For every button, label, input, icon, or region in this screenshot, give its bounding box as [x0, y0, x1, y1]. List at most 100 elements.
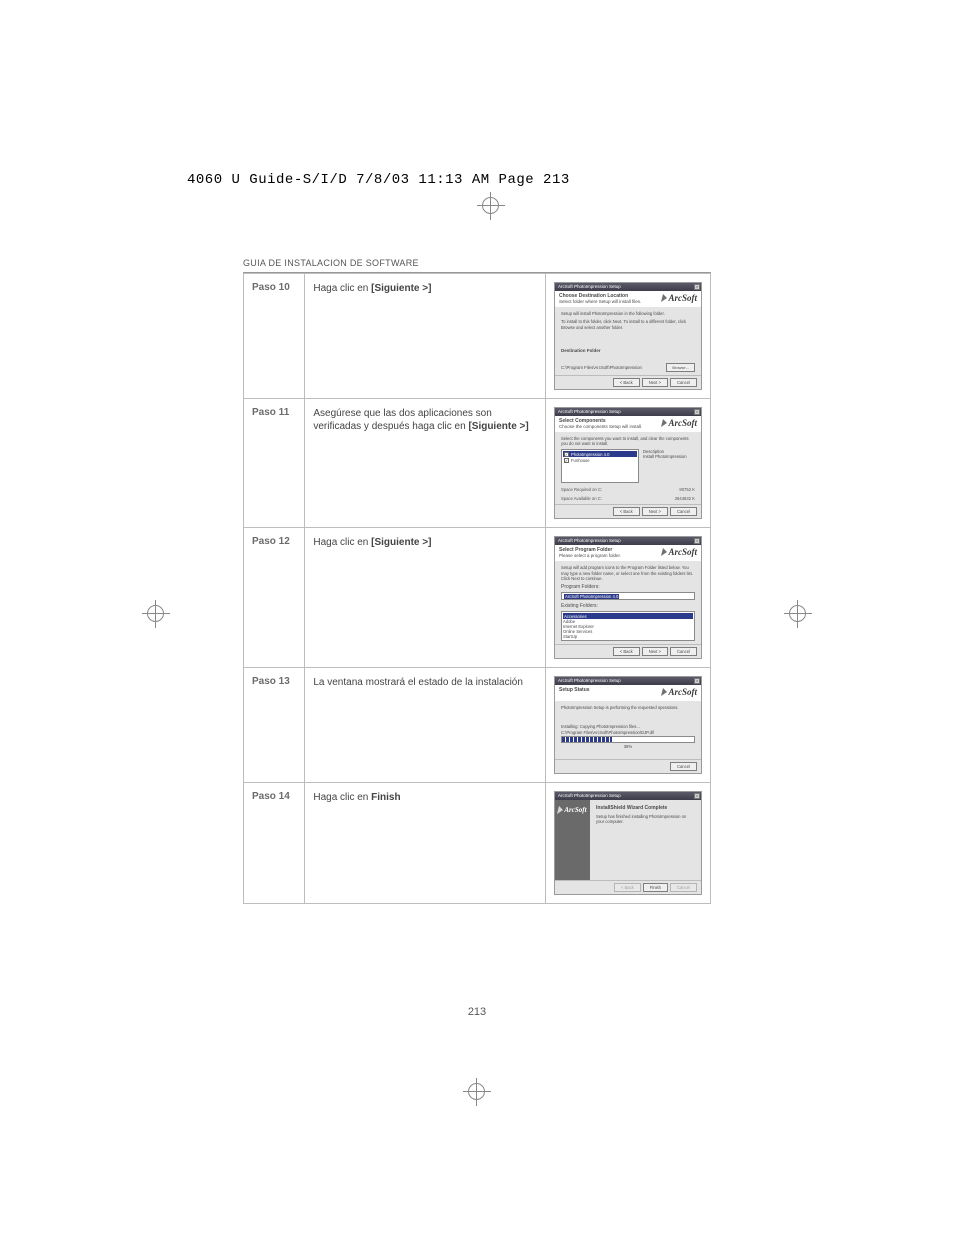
dialog-title: ArcSoft PhotoImpression Setup	[558, 678, 621, 683]
close-icon[interactable]: ×	[694, 284, 700, 290]
progress-bar	[561, 736, 695, 743]
install-dialog: ArcSoft PhotoImpression Setup × Choose D…	[554, 282, 702, 390]
component-description: Description Install PhotoImpression	[643, 449, 695, 483]
components-list[interactable]: ✓PhotoImpression 4.0 ✓Funhouse	[561, 449, 639, 483]
program-folder-input[interactable]: ArcSoft PhotoImpression 4.0	[561, 592, 695, 600]
step-screenshot: ArcSoft PhotoImpression Setup × Choose D…	[545, 274, 710, 399]
table-row: Paso 10 Haga clic en [Siguiente >] ArcSo…	[244, 274, 711, 399]
dialog-titlebar: ArcSoft PhotoImpression Setup ×	[555, 283, 701, 291]
arcsoft-logo: ArcSoft	[662, 687, 697, 697]
cancel-button[interactable]: Cancel	[670, 762, 697, 771]
dialog-header: Select Components Choose the components …	[555, 416, 701, 432]
list-item[interactable]: StartUp	[563, 634, 693, 639]
back-button[interactable]: < Back	[613, 378, 640, 387]
desc-bold: [Siguiente >]	[371, 283, 431, 294]
dialog-heading: Setup Status	[559, 687, 590, 693]
step-screenshot: ArcSoft PhotoImpression Setup × Select P…	[545, 528, 710, 668]
cancel-button: Cancel	[670, 883, 697, 892]
desc-bold: Finish	[371, 792, 400, 803]
close-icon[interactable]: ×	[694, 538, 700, 544]
arcsoft-logo: ArcSoft	[558, 806, 586, 814]
step-screenshot: ArcSoft PhotoImpression Setup × ArcSoft …	[545, 783, 710, 904]
dialog-body: Select the components you want to instal…	[555, 432, 701, 505]
destination-field: C:\Program Files\ArcSoft\PhotoImpression…	[561, 363, 695, 372]
dialog-footer: < Back Next > Cancel	[555, 644, 701, 658]
back-button[interactable]: < Back	[613, 507, 640, 516]
install-path: C:\Program Files\ArcSoft\PhotoImpression…	[561, 730, 695, 735]
registration-mark-bottom	[463, 1078, 491, 1106]
dialog-title: ArcSoft PhotoImpression Setup	[558, 538, 621, 543]
finish-sidebar: ArcSoft	[555, 800, 590, 880]
dialog-titlebar: ArcSoft PhotoImpression Setup ×	[555, 677, 701, 685]
step-label: Paso 11	[244, 398, 305, 528]
dialog-title: ArcSoft PhotoImpression Setup	[558, 793, 621, 798]
table-row: Paso 13 La ventana mostrará el estado de…	[244, 668, 711, 783]
progress-percent: 38%	[561, 744, 695, 749]
next-button[interactable]: Next >	[642, 507, 668, 516]
next-button[interactable]: Next >	[642, 647, 668, 656]
arcsoft-logo: ArcSoft	[662, 293, 697, 303]
checkbox-icon[interactable]: ✓	[564, 458, 569, 463]
desc-bold: [Siguiente >]	[468, 421, 528, 432]
arcsoft-logo: ArcSoft	[662, 547, 697, 557]
close-icon[interactable]: ×	[694, 793, 700, 799]
table-row: Paso 11 Asegúrese que las dos aplicacion…	[244, 398, 711, 528]
dialog-body: PhotoImpression Setup is performing the …	[555, 701, 701, 759]
registration-mark-right	[784, 600, 812, 628]
arcsoft-logo: ArcSoft	[662, 418, 697, 428]
dialog-title: ArcSoft PhotoImpression Setup	[558, 409, 621, 414]
install-dialog: ArcSoft PhotoImpression Setup × Setup St…	[554, 676, 702, 774]
cancel-button[interactable]: Cancel	[670, 378, 697, 387]
existing-folders-list[interactable]: Accessories Adobe Internet Explorer Onli…	[561, 611, 695, 641]
finish-main: InstallShield Wizard Complete Setup has …	[590, 800, 701, 880]
step-description: Asegúrese que las dos aplicaciones son v…	[305, 398, 546, 528]
dialog-body: Setup will add program icons to the Prog…	[555, 561, 701, 644]
progress-area: Installing: Copying PhotoImpression file…	[561, 724, 695, 749]
close-icon[interactable]: ×	[694, 678, 700, 684]
finish-text: Setup has finished installing PhotoImpre…	[596, 814, 695, 825]
steps-table: Paso 10 Haga clic en [Siguiente >] ArcSo…	[243, 273, 711, 904]
dialog-footer: Cancel	[555, 759, 701, 773]
dialog-title: ArcSoft PhotoImpression Setup	[558, 284, 621, 289]
destination-path: C:\Program Files\ArcSoft\PhotoImpression	[561, 365, 642, 370]
dialog-text: To install to this folder, click Next. T…	[561, 319, 695, 330]
finish-layout: ArcSoft InstallShield Wizard Complete Se…	[555, 800, 701, 880]
desc-text: La ventana mostrará el estado de la inst…	[313, 677, 523, 688]
component-item[interactable]: ✓Funhouse	[563, 457, 637, 463]
dialog-footer: < Back Next > Cancel	[555, 504, 701, 518]
existing-folders-label: Existing Folders:	[561, 603, 695, 609]
next-button[interactable]: Next >	[642, 378, 668, 387]
step-description: Haga clic en [Siguiente >]	[305, 528, 546, 668]
space-available: Space Available on C:2844832 K	[561, 496, 695, 501]
dialog-text: PhotoImpression Setup is performing the …	[561, 705, 695, 710]
back-button[interactable]: < Back	[613, 647, 640, 656]
step-description: Haga clic en [Siguiente >]	[305, 274, 546, 399]
dialog-titlebar: ArcSoft PhotoImpression Setup ×	[555, 408, 701, 416]
cancel-button[interactable]: Cancel	[670, 647, 697, 656]
finish-button[interactable]: Finish	[643, 883, 668, 892]
install-label: Installing: Copying PhotoImpression file…	[561, 724, 695, 729]
step-description: La ventana mostrará el estado de la inst…	[305, 668, 546, 783]
dialog-text: Select the components you want to instal…	[561, 436, 695, 447]
checkbox-icon[interactable]: ✓	[564, 452, 569, 457]
dialog-body: Setup will install PhotoImpression in th…	[555, 307, 701, 375]
step-label: Paso 14	[244, 783, 305, 904]
desc-text: Haga clic en	[313, 537, 371, 548]
program-folder-label: Program Folders:	[561, 584, 695, 590]
cancel-button[interactable]: Cancel	[670, 507, 697, 516]
install-dialog: ArcSoft PhotoImpression Setup × Select C…	[554, 407, 702, 520]
dialog-header: Choose Destination Location Select folde…	[555, 291, 701, 307]
step-label: Paso 12	[244, 528, 305, 668]
back-button: < Back	[614, 883, 641, 892]
dialog-subheading: Choose the components Setup will install…	[559, 424, 642, 429]
close-icon[interactable]: ×	[694, 409, 700, 415]
page-title: GUIA DE INSTALACION DE SOFTWARE	[243, 258, 711, 268]
desc-text: Haga clic en	[313, 283, 371, 294]
space-required: Space Required on C:80752 K	[561, 487, 695, 492]
page-content: GUIA DE INSTALACION DE SOFTWARE Paso 10 …	[243, 258, 711, 904]
finish-heading: InstallShield Wizard Complete	[596, 805, 695, 811]
step-description: Haga clic en Finish	[305, 783, 546, 904]
progress-fill	[562, 737, 612, 742]
dialog-subheading: Please select a program folder.	[559, 553, 621, 558]
browse-button[interactable]: Browse...	[666, 363, 695, 372]
